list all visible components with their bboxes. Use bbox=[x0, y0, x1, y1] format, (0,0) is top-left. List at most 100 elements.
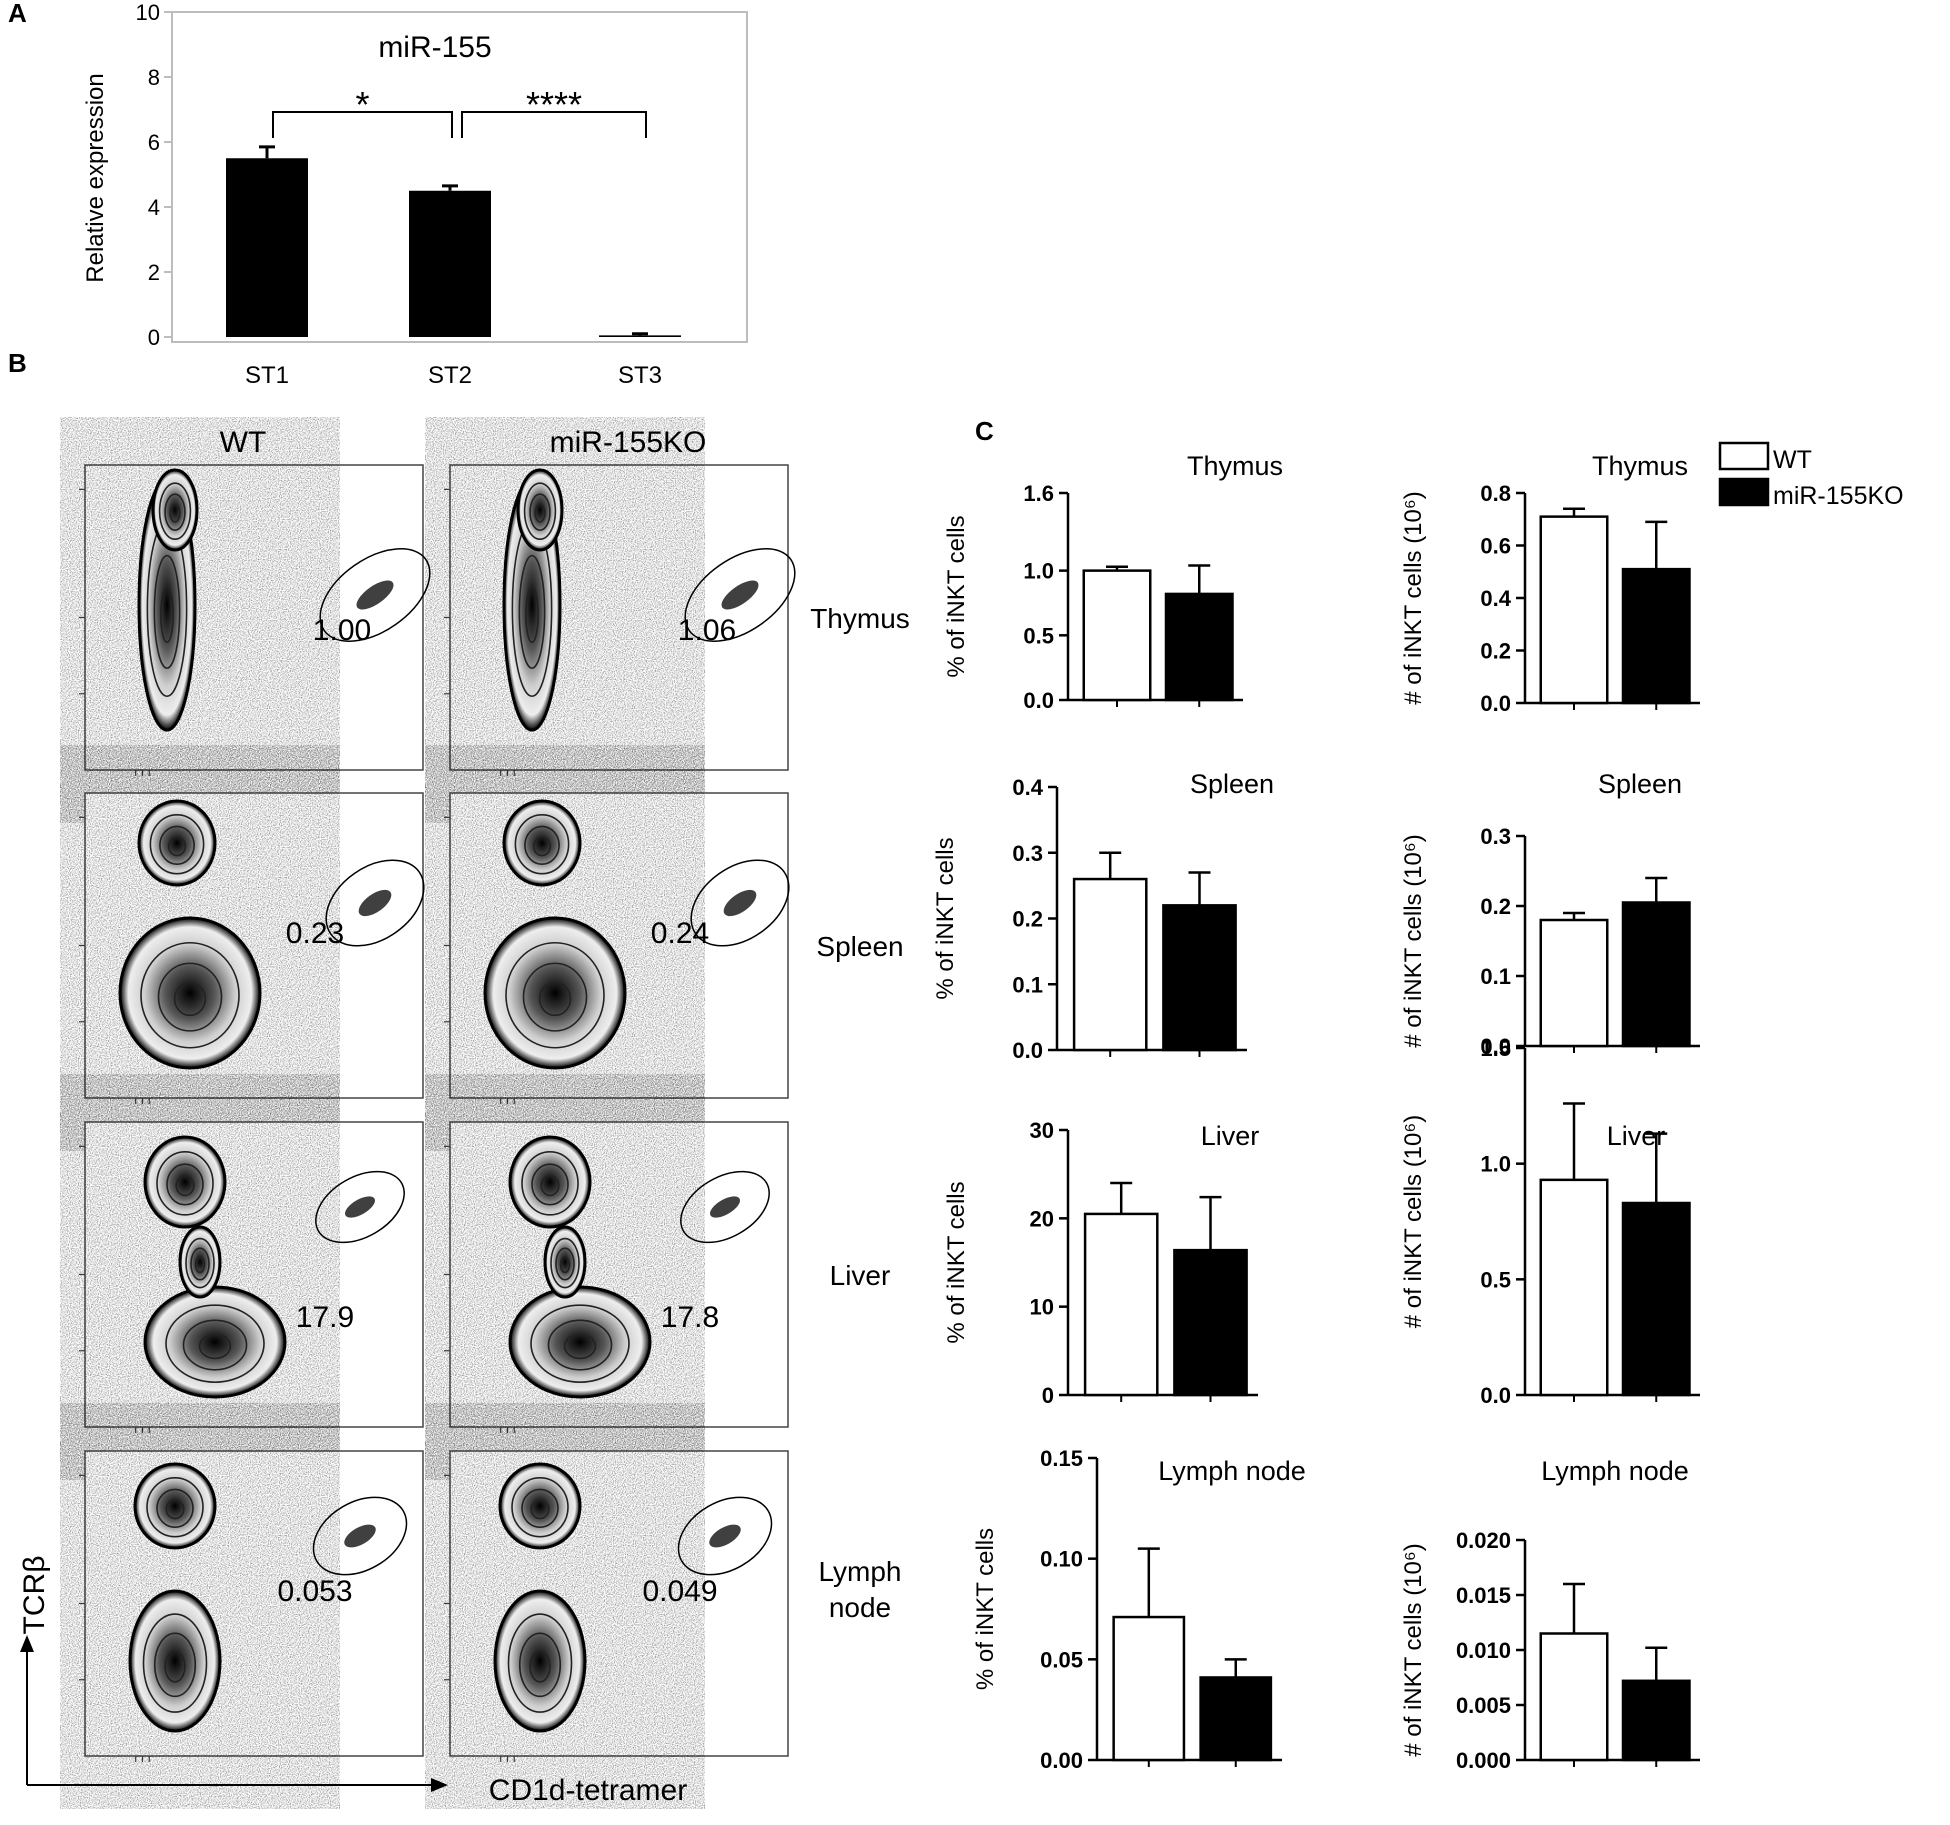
panel-b-row-label: Spleen bbox=[816, 931, 903, 962]
flow-plot-contour bbox=[530, 1304, 630, 1383]
panel-c-subplot-1: 0.0 0.5 1.0 1.6 Thymus % of iNKT cells bbox=[943, 451, 1283, 713]
panel-c-subplot-title: Lymph node bbox=[1541, 1456, 1689, 1486]
panel-c-y-tick-label: 1.6 bbox=[1023, 481, 1054, 506]
flow-plot-contour bbox=[550, 1237, 580, 1289]
flow-plot-contour bbox=[523, 482, 557, 541]
flow-plot-contour bbox=[547, 1319, 613, 1371]
panel-b-row-label: Lymph node bbox=[818, 1556, 901, 1623]
panel-c-y-axis-label: # of iNKT cells (10⁶) bbox=[1400, 491, 1427, 705]
flow-plot-2-1: 17.8 bbox=[444, 1121, 789, 1433]
flow-plot-gated-events bbox=[709, 1196, 741, 1218]
panel-c-y-tick-label: 20 bbox=[1030, 1206, 1054, 1231]
panel-c-bar-wt bbox=[1083, 1212, 1159, 1397]
panel-c-y-tick-label: 0.0 bbox=[1480, 1383, 1511, 1408]
panel-a-bar-st2 bbox=[409, 190, 491, 337]
flow-plot-contour bbox=[160, 586, 174, 644]
legend-label-wt: WT bbox=[1773, 446, 1812, 474]
panel-c-y-tick-label: 10 bbox=[1030, 1295, 1054, 1320]
panel-a-y-axis-label: Relative expression bbox=[82, 73, 109, 282]
flow-plot-contour bbox=[521, 1488, 559, 1529]
panel-b-row-label-line: Spleen bbox=[816, 931, 903, 962]
panel-a-y-tick-label: 10 bbox=[136, 0, 160, 25]
panel-c-y-axis-label: # of iNKT cells (10⁶) bbox=[1400, 1543, 1427, 1757]
panel-a-category-label: ST1 bbox=[245, 362, 289, 389]
panel-a-y-tick-label: 6 bbox=[148, 130, 160, 155]
panel-c-y-tick-label: 0.000 bbox=[1456, 1748, 1511, 1773]
panel-b-row-label-line: node bbox=[829, 1592, 891, 1623]
flow-plot-contour bbox=[164, 493, 186, 532]
panel-a-significance-label: * bbox=[355, 84, 369, 125]
panel-c-y-tick-label: 0.4 bbox=[1480, 586, 1511, 611]
flow-plot-3-0: 0.053 bbox=[79, 1450, 424, 1762]
panel-a-y-tick-label: 8 bbox=[148, 65, 160, 90]
panel-label-b: B bbox=[8, 348, 27, 378]
flow-plot-contour bbox=[169, 503, 181, 523]
panel-c-subplot-title: Liver bbox=[1201, 1121, 1260, 1151]
flow-plot-contour bbox=[190, 1247, 210, 1281]
flow-plot-contour bbox=[194, 1256, 206, 1274]
panel-a-y-tick-label: 0 bbox=[148, 325, 160, 350]
flow-plot-contour bbox=[518, 554, 546, 669]
flow-plot-contour bbox=[158, 482, 192, 541]
flow-plot-contour bbox=[166, 1163, 204, 1206]
flow-plot-contour bbox=[563, 1333, 597, 1360]
panel-c-y-tick-label: 1.0 bbox=[1023, 559, 1054, 584]
panel-b-row-label-line: Lymph bbox=[818, 1556, 901, 1587]
flow-plot-contour bbox=[156, 1488, 194, 1529]
flow-plot-contour bbox=[182, 1319, 248, 1371]
flow-plot-gate bbox=[312, 1496, 408, 1576]
flow-plot-contour bbox=[159, 825, 195, 866]
panel-c-subplot-4: 0.0 0.1 0.2 0.3 Spleen # of iNKT cells (10⁶) bbox=[1400, 769, 1700, 1059]
flow-plot-contour bbox=[153, 554, 181, 669]
panel-c-bar-wt bbox=[1082, 569, 1152, 702]
flow-plot-contour bbox=[157, 962, 223, 1032]
panel-c-y-tick-label: 0.010 bbox=[1456, 1638, 1511, 1663]
flow-plot-contour bbox=[140, 941, 240, 1049]
panel-c-y-tick-label: 0 bbox=[1042, 1383, 1054, 1408]
flow-plot-contour bbox=[529, 493, 551, 532]
panel-c-bar-mir155ko bbox=[1173, 1248, 1248, 1397]
flow-plot-contour bbox=[142, 1613, 208, 1713]
flow-plot-percentage: 17.9 bbox=[296, 1301, 354, 1334]
flow-plot-0-0: 1.00 bbox=[79, 464, 431, 776]
flow-plot-gated-events bbox=[344, 1196, 376, 1218]
panel-c-y-axis-label: % of iNKT cells bbox=[943, 515, 970, 677]
panel-c-y-tick-label: 0.0 bbox=[1023, 688, 1054, 713]
panel-c-bar-mir155ko bbox=[1164, 592, 1234, 702]
panel-c-y-tick-label: 0.2 bbox=[1480, 894, 1511, 919]
panel-c-bar-wt bbox=[1539, 918, 1609, 1048]
panel-b-column-header: miR-155KO bbox=[550, 426, 707, 459]
panel-c-y-tick-label: 0.0 bbox=[1480, 691, 1511, 716]
panel-c-bar-mir155ko bbox=[1621, 901, 1691, 1048]
flow-plot-percentage: 0.049 bbox=[642, 1575, 717, 1608]
panel-a-category-label: ST3 bbox=[618, 362, 662, 389]
flow-plot-gate bbox=[690, 859, 790, 947]
flow-plot-contour bbox=[518, 1632, 562, 1698]
panel-c-y-tick-label: 0.00 bbox=[1040, 1748, 1083, 1773]
flow-plot-contour bbox=[173, 981, 207, 1017]
panel-c-y-tick-label: 0.5 bbox=[1023, 623, 1054, 648]
flow-plot-contour bbox=[198, 1333, 232, 1360]
panel-a-bar-st3 bbox=[599, 335, 681, 337]
flow-plot-gate bbox=[315, 1170, 405, 1244]
panel-b-row-label-line: Liver bbox=[830, 1260, 891, 1291]
flow-plot-contour bbox=[538, 981, 572, 1017]
panel-a-frame bbox=[171, 11, 748, 343]
panel-c-y-tick-label: 0.3 bbox=[1480, 824, 1511, 849]
panel-c-bar-wt bbox=[1072, 877, 1148, 1052]
panel-a-category-label: ST2 bbox=[428, 362, 472, 389]
panel-a-significance-bracket bbox=[461, 111, 647, 138]
flow-plot-contour bbox=[540, 1174, 560, 1197]
panel-c-y-tick-label: 0.5 bbox=[1480, 1267, 1511, 1292]
panel-c-y-tick-label: 0.1 bbox=[1012, 972, 1043, 997]
flow-plot-contour bbox=[559, 1256, 571, 1274]
panel-c-y-tick-label: 0.0 bbox=[1480, 1034, 1511, 1059]
panel-c-y-tick-label: 0.2 bbox=[1480, 639, 1511, 664]
panel-c-y-tick-label: 30 bbox=[1030, 1118, 1054, 1143]
flow-plot-contour bbox=[529, 1650, 551, 1683]
flow-plot-1-1: 0.24 bbox=[444, 792, 790, 1104]
flow-plot-contour bbox=[505, 941, 605, 1049]
panel-c-y-tick-label: 1.5 bbox=[1480, 1036, 1511, 1061]
